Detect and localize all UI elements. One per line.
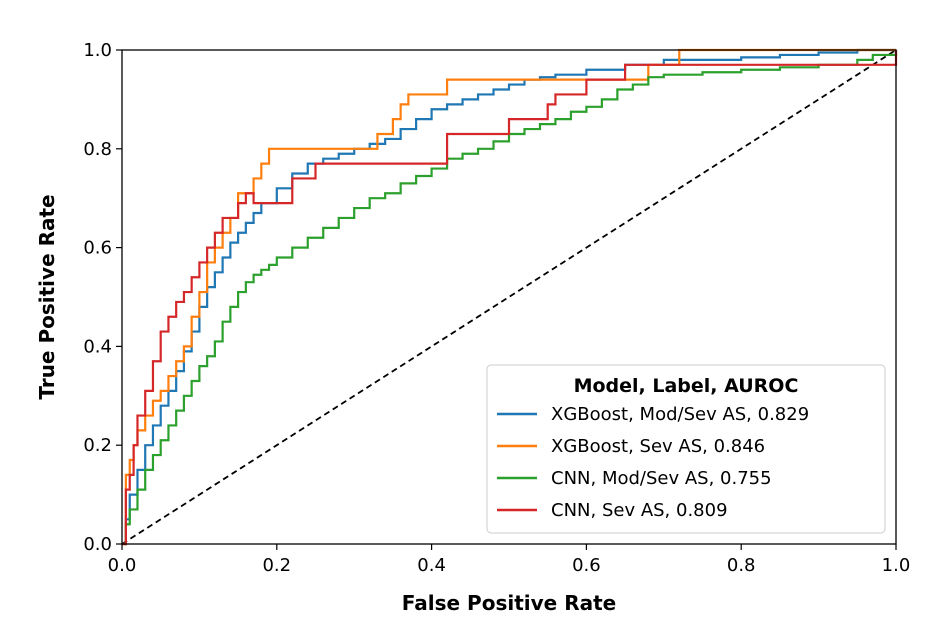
- x-axis: 0.0 0.2 0.4 0.6 0.8 1.0: [108, 544, 911, 576]
- x-axis-label: False Positive Rate: [402, 591, 616, 615]
- roc-line-series-3: [122, 50, 898, 546]
- y-tick-label: 0.0: [83, 534, 112, 555]
- legend: Model, Label, AUROC XGBoost, Mod/Sev AS,…: [486, 364, 886, 534]
- legend-entry-label: XGBoost, Mod/Sev AS, 0.829: [551, 404, 809, 425]
- x-tick-label: 1.0: [882, 555, 911, 576]
- roc-line-series-4: [122, 50, 898, 546]
- x-tick-label: 0.8: [727, 555, 756, 576]
- legend-entry-label: CNN, Mod/Sev AS, 0.755: [551, 468, 772, 489]
- y-axis: 0.0 0.2 0.4 0.6 0.8 1.0: [83, 40, 122, 555]
- legend-box: [486, 364, 886, 534]
- plot-area: [121, 48, 898, 546]
- y-tick-label: 1.0: [83, 40, 112, 61]
- y-tick-label: 0.8: [83, 139, 112, 160]
- legend-entry-label: XGBoost, Sev AS, 0.846: [551, 436, 765, 457]
- roc-line-series-1: [122, 48, 896, 546]
- x-tick-label: 0.4: [417, 555, 446, 576]
- legend-title: Model, Label, AUROC: [574, 375, 799, 397]
- plot-frame: [121, 49, 897, 545]
- y-axis-label: True Positive Rate: [35, 194, 59, 399]
- x-tick-label: 0.2: [262, 555, 291, 576]
- x-tick-label: 0.0: [108, 555, 137, 576]
- chance-diagonal-line: [121, 49, 897, 545]
- y-tick-label: 0.4: [83, 336, 112, 357]
- legend-entry-label: CNN, Sev AS, 0.809: [551, 500, 728, 521]
- y-tick-label: 0.2: [83, 435, 112, 456]
- x-tick-label: 0.6: [572, 555, 601, 576]
- y-tick-label: 0.6: [83, 238, 112, 259]
